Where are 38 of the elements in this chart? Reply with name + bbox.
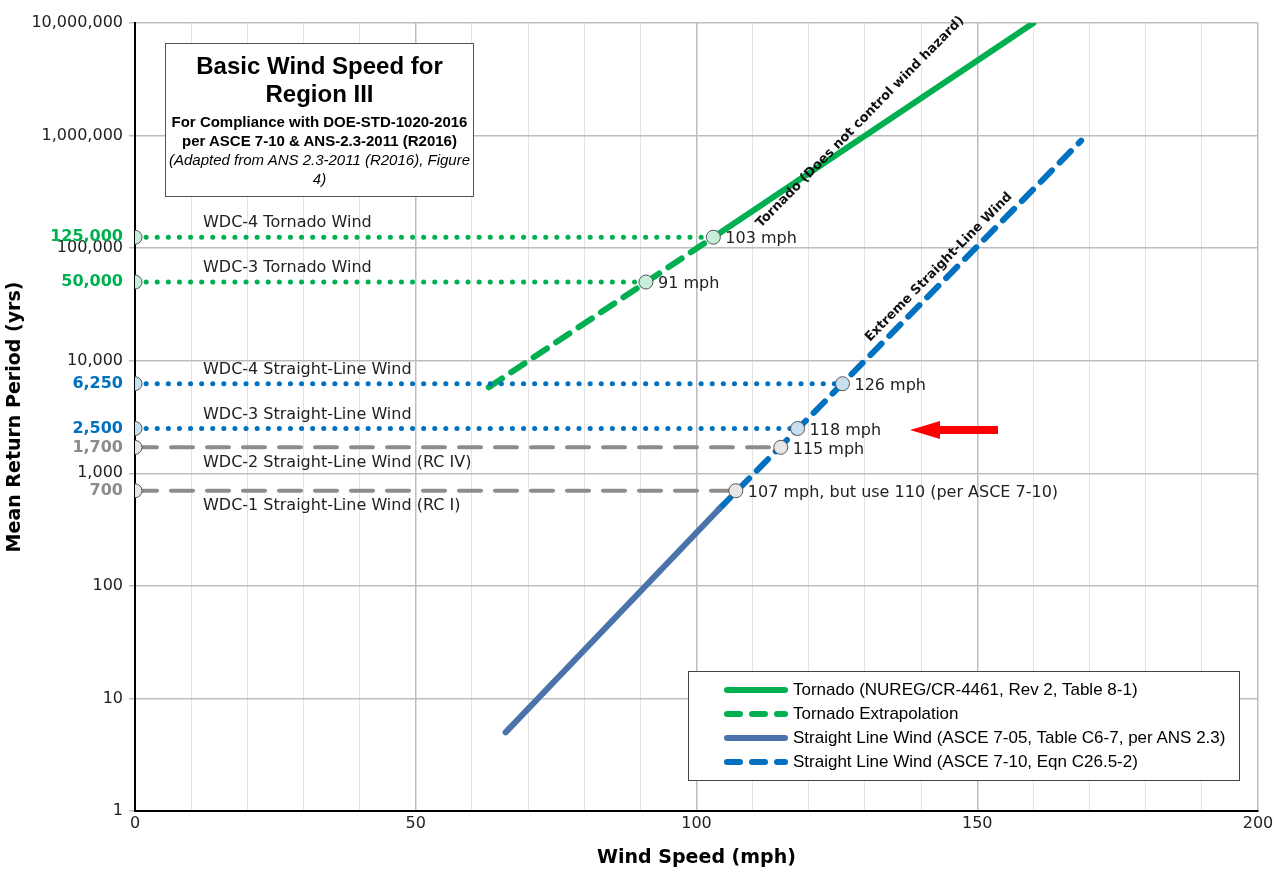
- annotation: 91 mph: [657, 273, 720, 293]
- x-axis-title: Wind Speed (mph): [597, 844, 796, 867]
- y-tick-label: 6,250: [72, 372, 123, 392]
- y-tick-label: 10: [102, 687, 123, 707]
- y-tick-label: 1,000: [77, 462, 123, 482]
- series-label: WDC-2 Straight-Line Wind (RC IV): [203, 451, 472, 471]
- series-label: WDC-4 Tornado Wind: [203, 212, 372, 232]
- legend-label: Straight Line Wind (ASCE 7-10, Eqn C26.5-2): [793, 752, 1138, 772]
- y-tick-label: 2,500: [72, 417, 123, 437]
- legend-label: Straight Line Wind (ASCE 7-05, Table C6-7, per ANS 2.3): [793, 728, 1226, 748]
- series-label: WDC-3 Straight-Line Wind: [203, 403, 412, 423]
- y-tick-label: 700: [89, 479, 123, 499]
- annotation: (Adapted from ANS 2.3-2011 (R2016), Figure 4): [168, 150, 471, 188]
- x-tick-label: 100: [681, 812, 712, 832]
- y-tick-label: 50,000: [61, 271, 123, 291]
- x-tick-label: 0: [129, 812, 141, 832]
- x-tick-label: 200: [1242, 812, 1274, 832]
- x-tick-label: 50: [405, 812, 426, 832]
- series-label: WDC-3 Tornado Wind: [203, 257, 372, 277]
- annotation: 107 mph, but use 110 (per ASCE 7-10): [747, 481, 1059, 501]
- legend-label: Tornado (NUREG/CR-4461, Rev 2, Table 8-1): [793, 680, 1138, 700]
- series-label: WDC-1 Straight-Line Wind (RC I): [203, 494, 461, 514]
- y-tick-label: 10,000: [67, 349, 123, 369]
- y-tick-label: 1: [112, 800, 123, 820]
- y-tick-label: 1,000,000: [41, 124, 123, 144]
- y-tick-label: 100: [92, 575, 123, 595]
- annotation: 115 mph: [792, 438, 865, 458]
- y-tick-label: 1,700: [72, 436, 123, 456]
- text: Basic Wind Speed for Region III: [195, 52, 444, 108]
- annotation: 118 mph: [809, 419, 882, 439]
- legend-label: Tornado Extrapolation: [793, 704, 959, 724]
- text: For Compliance with DOE-STD-1020-2016 per ASCE 7-10 & ANS-2.3-2011 (R2016): [170, 112, 469, 150]
- annotation: 103 mph: [725, 228, 797, 248]
- y-axis-title: Mean Return Period (yrs): [2, 281, 25, 553]
- series-label: WDC-4 Straight-Line Wind: [203, 358, 412, 378]
- annotation: 126 mph: [854, 374, 927, 394]
- x-tick-label: 150: [961, 812, 993, 832]
- y-tick-label: 10,000,000: [31, 12, 123, 32]
